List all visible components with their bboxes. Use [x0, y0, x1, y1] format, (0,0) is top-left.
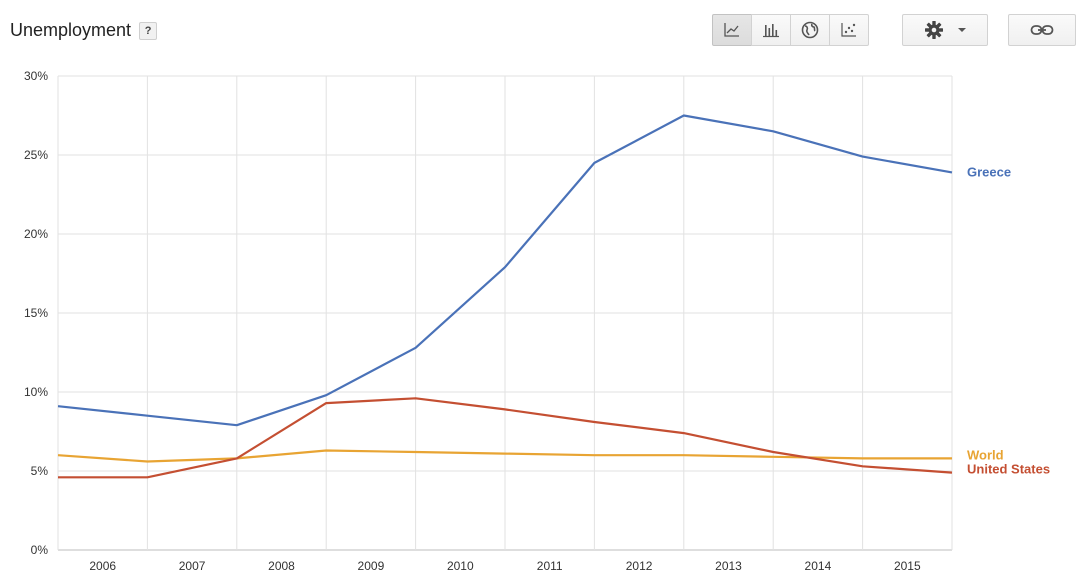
gear-icon — [925, 21, 943, 39]
x-tick-label: 2013 — [715, 559, 742, 573]
chart-type-switcher — [712, 14, 869, 46]
y-tick-label: 25% — [24, 148, 48, 162]
settings-menu-button[interactable] — [902, 14, 988, 46]
map-view-button[interactable] — [790, 14, 830, 46]
series-label-united-states: United States — [967, 462, 1050, 477]
chart-header: Unemployment ? — [0, 0, 1080, 62]
globe-icon — [801, 21, 819, 39]
y-tick-label: 20% — [24, 227, 48, 241]
chain-link-icon — [1030, 25, 1054, 35]
x-tick-label: 2008 — [268, 559, 295, 573]
y-axis-labels: 0% 5% 10% 15% 20% 25% 30% — [24, 69, 48, 557]
series-line-greece[interactable] — [57, 114, 953, 427]
help-button[interactable]: ? — [139, 21, 158, 40]
series-label-world: World — [967, 447, 1004, 462]
series-label-greece: Greece — [967, 164, 1011, 179]
x-tick-label: 2012 — [626, 559, 653, 573]
x-tick-label: 2011 — [537, 559, 563, 573]
title-group: Unemployment ? — [10, 20, 158, 41]
line-chart-button[interactable] — [712, 14, 752, 46]
bar-chart-icon — [763, 24, 779, 38]
series-line-united-states[interactable] — [58, 397, 953, 479]
line-chart-icon — [724, 23, 739, 37]
caret-down-icon — [958, 28, 966, 32]
x-axis-labels: 2006 2007 2008 2009 2010 2011 2012 2013 2014 2015 — [89, 559, 921, 573]
chart-title: Unemployment — [10, 20, 132, 40]
series-lines — [57, 114, 953, 479]
x-tick-label: 2007 — [179, 559, 206, 573]
embed-link-button[interactable] — [1008, 14, 1076, 46]
y-tick-label: 30% — [24, 69, 48, 83]
x-tick-label: 2015 — [894, 559, 921, 573]
y-tick-label: 10% — [24, 385, 48, 399]
line-chart: 0% 5% 10% 15% 20% 25% 30% 2006 2007 2008 2009 2010… — [24, 69, 1050, 573]
scatter-chart-button[interactable] — [829, 14, 869, 46]
x-tick-label: 2006 — [89, 559, 116, 573]
y-tick-label: 15% — [24, 306, 48, 320]
gridlines — [57, 75, 953, 551]
y-tick-label: 5% — [31, 464, 49, 478]
scatter-chart-icon — [841, 23, 856, 37]
bar-chart-button[interactable] — [751, 14, 791, 46]
x-tick-label: 2009 — [358, 559, 385, 573]
x-tick-label: 2010 — [447, 559, 474, 573]
x-tick-label: 2014 — [805, 559, 832, 573]
y-tick-label: 0% — [31, 543, 49, 557]
